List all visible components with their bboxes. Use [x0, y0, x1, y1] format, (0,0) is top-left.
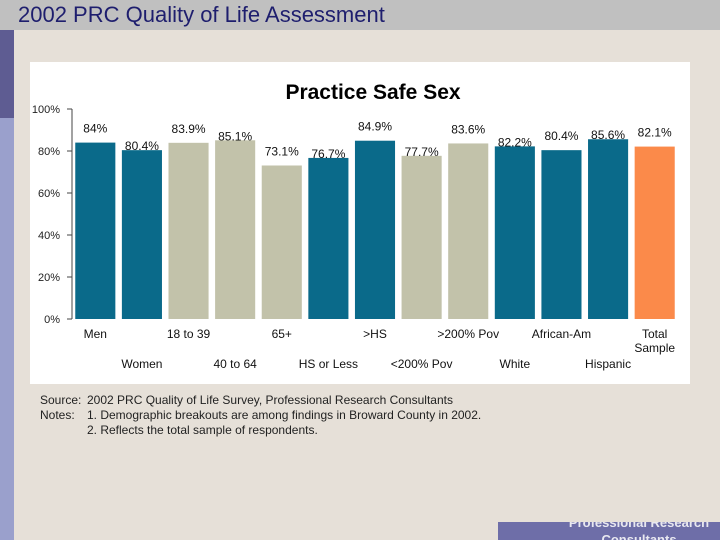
x-tick-label: Women [121, 357, 162, 371]
x-tick-label: 18 to 39 [167, 327, 211, 341]
x-tick-label: African-Am [532, 327, 591, 341]
left-accent-bar-dark [0, 30, 14, 118]
x-tick-label: Sample [634, 341, 675, 355]
x-tick-label: <200% Pov [391, 357, 453, 371]
data-label: 84.9% [358, 120, 392, 134]
bar [354, 140, 396, 319]
bar [541, 150, 582, 319]
bar [308, 157, 349, 319]
left-accent-bar [0, 30, 14, 540]
data-label: 82.2% [498, 135, 532, 149]
x-tick-label: >HS [363, 327, 387, 341]
x-tick-label: Hispanic [585, 357, 631, 371]
data-label: 80.4% [544, 129, 578, 143]
x-tick-label: Men [84, 327, 107, 341]
data-label: 83.6% [451, 122, 485, 136]
y-tick-label: 40% [38, 230, 60, 242]
bar [588, 139, 629, 319]
x-tick-label: Total [642, 327, 667, 341]
bar [75, 142, 116, 319]
notes-block: Source: 2002 PRC Quality of Life Survey,… [40, 393, 481, 438]
bar [215, 140, 256, 319]
bar [494, 146, 535, 319]
bar [121, 150, 162, 319]
source-label: Source: [40, 393, 82, 407]
slide-title: 2002 PRC Quality of Life Assessment [18, 2, 385, 27]
bar [448, 143, 489, 319]
data-label: 73.1% [265, 144, 299, 158]
x-tick-label: 65+ [272, 327, 292, 341]
source-text: 2002 PRC Quality of Life Survey, Profess… [87, 393, 453, 407]
bar [261, 165, 302, 319]
data-label: 85.1% [218, 129, 252, 143]
y-tick-label: 0% [44, 314, 60, 326]
data-label: 80.4% [125, 139, 159, 153]
bar [634, 146, 675, 319]
note-2: 2. Reflects the total sample of responde… [87, 423, 318, 437]
x-tick-label: White [500, 357, 531, 371]
header-bar: 2002 PRC Quality of Life Assessment [0, 0, 720, 30]
y-tick-label: 60% [38, 188, 60, 200]
note-1: 1. Demographic breakouts are among findi… [87, 408, 482, 422]
x-tick-label: HS or Less [299, 357, 358, 371]
data-label: 77.7% [405, 145, 439, 159]
bar [401, 155, 442, 319]
notes-label: Notes: [40, 408, 75, 422]
y-tick-label: 80% [38, 146, 60, 158]
data-label: 85.6% [591, 128, 625, 142]
data-label: 76.7% [311, 147, 345, 161]
x-tick-label: >200% Pov [437, 327, 499, 341]
data-label: 83.9% [172, 122, 206, 136]
data-label: 84% [83, 122, 107, 136]
footer-brand-box: Professional Research Consultants [498, 522, 720, 540]
bar [168, 142, 209, 319]
x-tick-label: 40 to 64 [213, 357, 257, 371]
y-tick-label: 100% [32, 104, 60, 116]
data-label: 82.1% [638, 126, 672, 140]
chart-title: Practice Safe Sex [285, 81, 460, 104]
footer-brand-text: Professional Research Consultants [568, 522, 710, 540]
y-tick-label: 20% [38, 272, 60, 284]
